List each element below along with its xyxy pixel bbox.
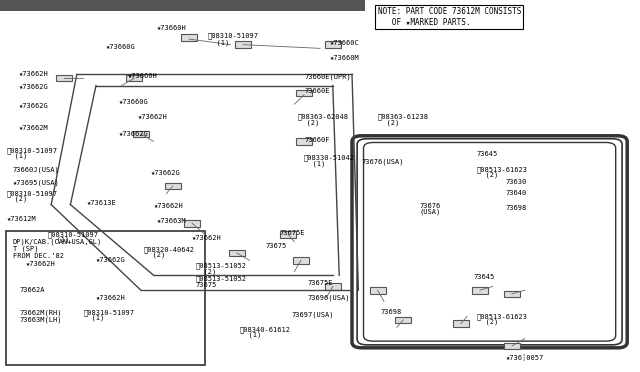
Bar xyxy=(325,41,341,48)
Text: (2): (2) xyxy=(6,196,28,202)
Text: 73645: 73645 xyxy=(477,151,498,157)
Bar xyxy=(472,287,488,294)
Text: (2): (2) xyxy=(144,251,165,258)
Text: Ⓢ08310-51097: Ⓢ08310-51097 xyxy=(83,309,134,316)
Text: (2): (2) xyxy=(477,171,498,178)
Text: 73660J(USA): 73660J(USA) xyxy=(13,166,60,173)
Text: 73675: 73675 xyxy=(266,243,287,248)
Text: Ⓢ08513-61623: Ⓢ08513-61623 xyxy=(477,166,528,173)
Bar xyxy=(236,41,251,48)
Text: ★73662H: ★73662H xyxy=(19,71,49,77)
Text: ★73662H: ★73662H xyxy=(96,295,125,301)
Text: Ⓢ08330-51042: Ⓢ08330-51042 xyxy=(304,155,355,161)
Bar xyxy=(504,291,520,297)
Text: ★73660C: ★73660C xyxy=(330,40,359,46)
Bar xyxy=(229,250,245,256)
Text: ★736┆0057: ★736┆0057 xyxy=(506,353,544,361)
Text: ★73663M: ★73663M xyxy=(157,218,186,224)
Text: 73660F: 73660F xyxy=(304,137,330,142)
Text: 73663M(LH): 73663M(LH) xyxy=(19,317,61,323)
Text: Ⓢ08340-61612: Ⓢ08340-61612 xyxy=(240,326,291,333)
Text: NOTE: PART CODE 73612M CONSISTS
   OF ★MARKED PARTS.: NOTE: PART CODE 73612M CONSISTS OF ★MARK… xyxy=(378,7,521,27)
Text: (2): (2) xyxy=(378,119,399,126)
Text: 73660E(UPR): 73660E(UPR) xyxy=(304,73,351,80)
Bar xyxy=(6,231,205,365)
Text: (1): (1) xyxy=(304,160,325,167)
Text: DP)K/CAB.(CAN+USA,GL)
T (SP)
FROM DEC.'82: DP)K/CAB.(CAN+USA,GL) T (SP) FROM DEC.'8… xyxy=(13,238,102,259)
Bar xyxy=(370,287,385,294)
Text: 73675E: 73675E xyxy=(280,230,305,235)
Text: 73630: 73630 xyxy=(506,179,527,185)
Text: Ⓢ08310-51097: Ⓢ08310-51097 xyxy=(6,147,58,154)
Text: Ⓢ08320-40642: Ⓢ08320-40642 xyxy=(144,246,195,253)
Text: 73660E: 73660E xyxy=(304,88,330,94)
Text: ★73662G: ★73662G xyxy=(150,170,180,176)
Text: ★73662G: ★73662G xyxy=(19,84,49,90)
Bar xyxy=(127,75,142,81)
Bar xyxy=(180,34,197,41)
Text: 73676: 73676 xyxy=(419,203,440,209)
Bar xyxy=(292,257,308,264)
Text: 73662A: 73662A xyxy=(19,287,45,293)
Bar xyxy=(325,283,341,290)
Text: 73662M(RH): 73662M(RH) xyxy=(19,309,61,316)
Bar xyxy=(184,220,200,227)
Text: Ⓢ08363-61238: Ⓢ08363-61238 xyxy=(378,114,429,121)
Text: ★73662H: ★73662H xyxy=(138,114,167,120)
Text: Ⓢ08513-61623: Ⓢ08513-61623 xyxy=(477,313,528,320)
Bar xyxy=(504,343,520,349)
Text: ★73613E: ★73613E xyxy=(86,200,116,206)
Text: ★73660G: ★73660G xyxy=(106,44,135,49)
Text: Ⓢ08310-51097: Ⓢ08310-51097 xyxy=(48,231,99,238)
Text: ★73660H: ★73660H xyxy=(128,73,157,79)
Bar xyxy=(280,231,296,238)
Text: (2): (2) xyxy=(477,318,498,325)
Bar xyxy=(0,0,365,11)
Text: Ⓢ08513-51052: Ⓢ08513-51052 xyxy=(195,276,246,282)
Bar xyxy=(396,317,412,323)
Text: (1): (1) xyxy=(6,153,28,160)
Bar xyxy=(296,138,312,145)
Text: Ⓢ08513-51052: Ⓢ08513-51052 xyxy=(195,263,246,269)
Text: ★73660M: ★73660M xyxy=(330,55,359,61)
Text: ★73662M: ★73662M xyxy=(19,125,49,131)
Text: (USA): (USA) xyxy=(419,209,440,215)
Bar xyxy=(56,75,72,81)
Text: (1): (1) xyxy=(83,315,104,321)
Text: Ⓢ08363-62048: Ⓢ08363-62048 xyxy=(298,114,349,121)
Text: ★73612M: ★73612M xyxy=(6,217,36,222)
Bar xyxy=(133,131,148,137)
Text: ★73695(USA): ★73695(USA) xyxy=(13,179,60,186)
Text: ★73662G: ★73662G xyxy=(118,131,148,137)
Text: 73698: 73698 xyxy=(381,310,402,315)
Text: ★73662H: ★73662H xyxy=(192,235,221,241)
Text: ★73660H: ★73660H xyxy=(157,25,186,31)
Text: Ⓢ08310-51097: Ⓢ08310-51097 xyxy=(6,190,58,197)
Text: ★73662G: ★73662G xyxy=(19,103,49,109)
Text: (2): (2) xyxy=(298,119,319,126)
Text: ★73660G: ★73660G xyxy=(118,99,148,105)
Text: 73697(USA): 73697(USA) xyxy=(291,311,333,318)
Bar xyxy=(165,183,181,189)
Text: 73675: 73675 xyxy=(195,282,216,288)
Text: ★73662G: ★73662G xyxy=(96,257,125,263)
Text: 73675E: 73675E xyxy=(307,280,333,286)
Bar xyxy=(453,320,468,327)
Text: (2): (2) xyxy=(195,268,216,275)
Bar xyxy=(296,90,312,96)
Text: 73640: 73640 xyxy=(506,190,527,196)
Text: 73676(USA): 73676(USA) xyxy=(362,158,404,165)
Text: ★73662H: ★73662H xyxy=(26,261,55,267)
Text: (1): (1) xyxy=(208,39,229,46)
Text: 73698: 73698 xyxy=(506,205,527,211)
Text: 73696(USA): 73696(USA) xyxy=(307,294,349,301)
Text: Ⓢ08310-51097: Ⓢ08310-51097 xyxy=(208,32,259,39)
Text: (1): (1) xyxy=(240,331,261,338)
Text: ★73662H: ★73662H xyxy=(154,203,183,209)
Text: 73645: 73645 xyxy=(474,274,495,280)
Text: (1): (1) xyxy=(48,237,69,243)
